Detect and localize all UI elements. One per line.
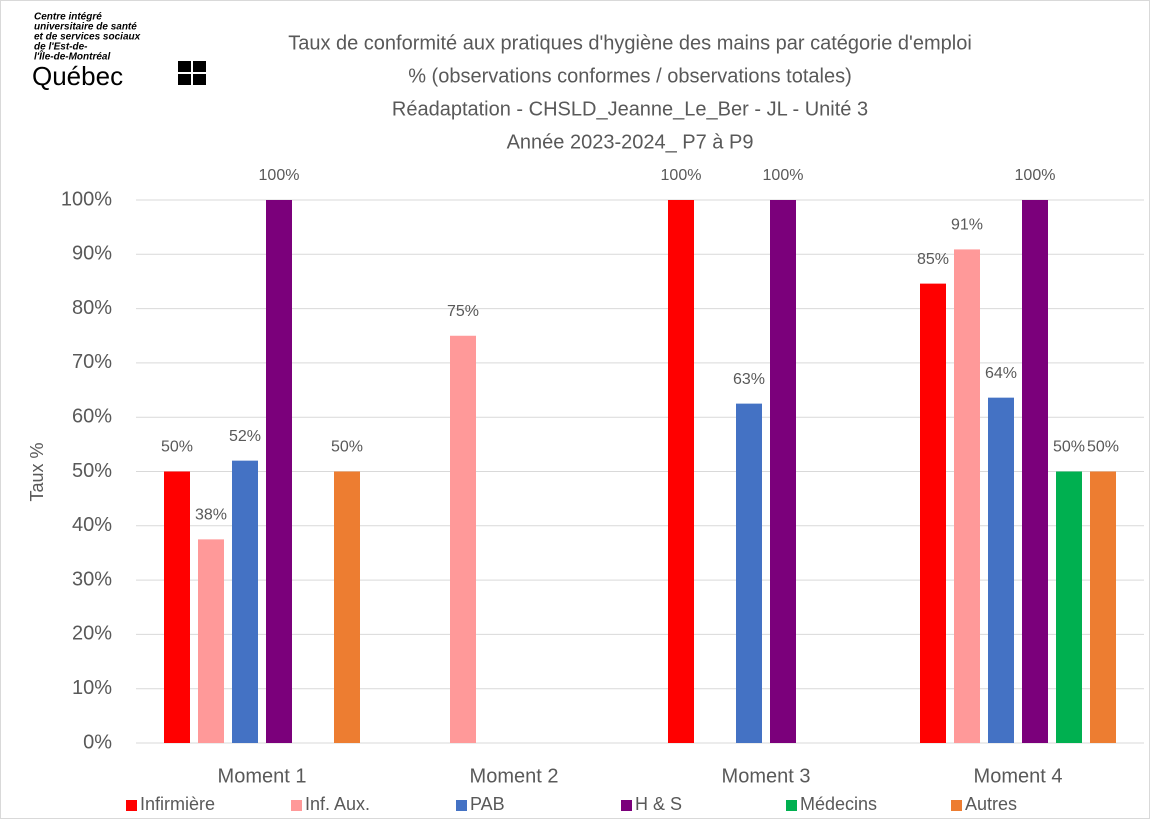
logo-line: de l'Est-de- (34, 42, 88, 53)
value-label: 50% (331, 439, 363, 456)
value-label: 38% (195, 507, 227, 524)
bar (1056, 471, 1082, 743)
y-tick-label: 60% (72, 405, 112, 427)
legend-label: PAB (470, 794, 505, 814)
legend-label: Médecins (800, 794, 877, 814)
y-tick-label: 30% (72, 568, 112, 590)
chart-subtitle: Réadaptation - CHSLD_Jeanne_Le_Ber - JL … (392, 98, 868, 120)
bar (232, 460, 258, 743)
x-tick-label: Moment 2 (470, 765, 559, 787)
bar (334, 471, 360, 743)
value-label: 50% (1053, 439, 1085, 456)
logo-line: l'Île-de-Montréal (34, 50, 110, 63)
bar (1090, 471, 1116, 743)
y-tick-label: 10% (72, 677, 112, 699)
logo-line: Centre intégré (34, 12, 102, 23)
x-tick-label: Moment 1 (218, 765, 307, 787)
y-tick-label: 70% (72, 351, 112, 373)
legend-label: Autres (965, 794, 1017, 814)
legend-swatch (951, 800, 962, 811)
legend-label: Inf. Aux. (305, 794, 370, 814)
logo-line: universitaire de santé (34, 22, 137, 33)
bar (954, 249, 980, 743)
legend-swatch (126, 800, 137, 811)
chart-title: Taux de conformité aux pratiques d'hygiè… (288, 32, 972, 54)
y-tick-label: 40% (72, 514, 112, 536)
x-tick-label: Moment 3 (722, 765, 811, 787)
legend-label: Infirmière (140, 794, 215, 814)
legend-swatch (456, 800, 467, 811)
legend-swatch (291, 800, 302, 811)
value-label: 100% (259, 167, 300, 184)
logo-brand: Québec (32, 61, 123, 91)
y-tick-label: 20% (72, 623, 112, 645)
logo: Centre intégré universitaire de santé et… (32, 12, 206, 91)
y-tick-label: 0% (83, 731, 112, 753)
bar (988, 397, 1014, 743)
y-tick-label: 100% (61, 188, 112, 210)
y-axis-label: Taux % (27, 442, 47, 501)
value-label: 50% (161, 439, 193, 456)
value-label: 91% (951, 217, 983, 234)
value-label: 100% (763, 167, 804, 184)
y-tick-label: 80% (72, 297, 112, 319)
value-label: 64% (985, 365, 1017, 382)
bar (198, 539, 224, 743)
x-tick-label: Moment 4 (974, 765, 1063, 787)
logo-flag (178, 61, 206, 85)
value-label: 52% (229, 428, 261, 445)
bar (668, 200, 694, 743)
legend-swatch (621, 800, 632, 811)
y-tick-label: 90% (72, 243, 112, 265)
value-label: 100% (1015, 167, 1056, 184)
bar (450, 335, 476, 743)
value-label: 85% (917, 251, 949, 268)
value-label: 75% (447, 303, 479, 320)
bar (266, 200, 292, 743)
value-label: 50% (1087, 439, 1119, 456)
legend-label: H & S (635, 794, 682, 814)
bar (920, 283, 946, 743)
bar (770, 200, 796, 743)
bar (736, 403, 762, 743)
value-label: 100% (661, 167, 702, 184)
legend-swatch (786, 800, 797, 811)
chart-subtitle: Année 2023-2024_ P7 à P9 (507, 131, 754, 153)
chart-subtitle: % (observations conformes / observations… (408, 65, 852, 87)
logo-line: et de services sociaux (34, 32, 141, 43)
bar (164, 471, 190, 743)
bar (1022, 200, 1048, 743)
value-label: 63% (733, 371, 765, 388)
y-tick-label: 50% (72, 460, 112, 482)
